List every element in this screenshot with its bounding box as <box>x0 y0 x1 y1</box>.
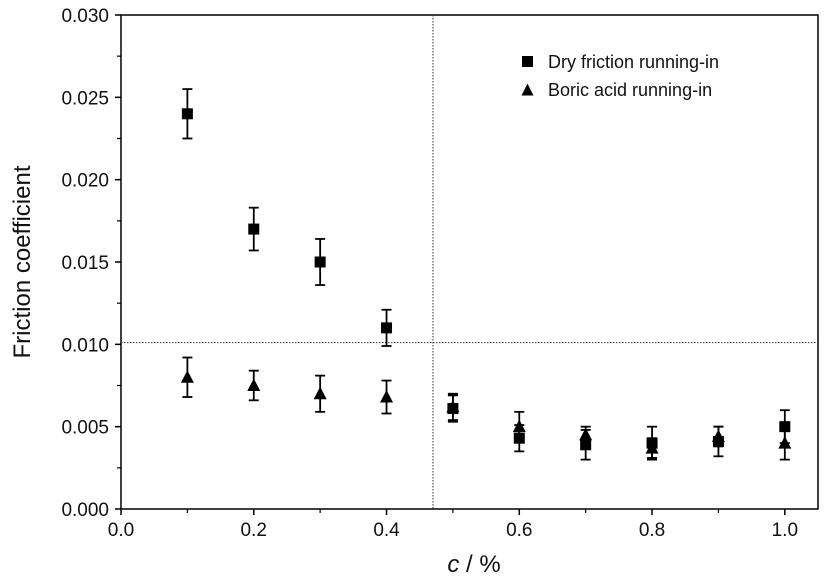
data-point-square <box>381 322 393 334</box>
data-point-triangle <box>512 419 526 433</box>
data-point-square <box>181 108 193 120</box>
y-tick-label: 0.005 <box>61 418 109 439</box>
data-series <box>180 88 792 461</box>
x-tick-label: 1.0 <box>772 520 798 541</box>
data-point-triangle <box>247 378 261 391</box>
x-axis-title-unit: / % <box>459 551 500 578</box>
data-point-triangle <box>645 441 659 454</box>
y-tick-label: 0.030 <box>61 6 109 27</box>
data-point-triangle <box>711 429 725 443</box>
data-point-square <box>314 256 326 268</box>
data-point-triangle <box>313 386 327 400</box>
y-tick-label: 0.010 <box>61 335 109 356</box>
x-tick-label: 0.2 <box>241 520 267 541</box>
series-dry-friction <box>181 88 791 461</box>
series-boric-acid <box>180 356 792 461</box>
x-tick-label: 0.4 <box>373 520 400 541</box>
plot-frame <box>120 14 819 510</box>
reference-lines <box>121 15 818 509</box>
data-point-triangle <box>180 370 194 383</box>
legend-square-marker <box>522 56 533 67</box>
x-tick-label: 0.8 <box>639 520 665 541</box>
x-axis-title: c / % <box>447 551 500 578</box>
y-tick-label: 0.015 <box>61 253 109 274</box>
data-point-triangle <box>778 436 792 449</box>
legend-label-dry-friction: Dry friction running-in <box>548 52 719 72</box>
x-tick-label: 0.0 <box>108 520 134 541</box>
data-point-triangle <box>446 399 460 413</box>
y-axis: 0.000 0.005 0.010 0.015 0.020 0.025 0.030 <box>61 6 121 521</box>
y-axis-title: Friction coefficient <box>9 165 36 358</box>
legend: Dry friction running-in Boric acid runni… <box>521 52 719 100</box>
data-point-triangle <box>579 427 593 441</box>
legend-label-boric-acid: Boric acid running-in <box>548 80 712 100</box>
y-tick-label: 0.025 <box>61 88 109 109</box>
data-point-square <box>580 439 592 451</box>
plot-area-border <box>120 14 819 510</box>
y-tick-label: 0.020 <box>61 171 109 192</box>
data-point-square <box>248 223 260 235</box>
x-axis-title-variable: c <box>447 551 459 578</box>
x-tick-label: 0.6 <box>506 520 532 541</box>
y-tick-label: 0.000 <box>61 500 109 521</box>
x-axis: 0.0 0.2 0.4 0.6 0.8 1.0 <box>108 509 798 541</box>
legend-triangle-marker <box>521 83 534 96</box>
data-point-triangle <box>380 390 394 403</box>
